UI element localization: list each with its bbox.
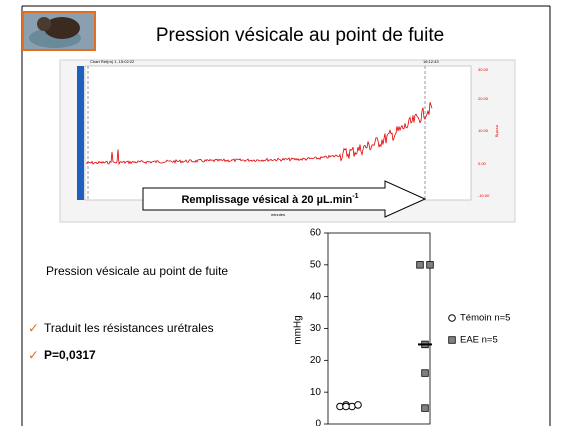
legend-swatch [449, 315, 456, 322]
bullet-text: P=0,0317 [44, 348, 96, 362]
y-tick-label: 60 [310, 228, 322, 239]
y-tick-label: 10 [310, 387, 322, 398]
arrow-text-main: Remplissage vésical à 20 µL.min [181, 194, 352, 206]
point [422, 370, 429, 377]
y-tick-label: 20 [310, 355, 322, 366]
arrow-text-sup: -1 [352, 193, 358, 200]
point [422, 405, 429, 412]
recording-start-label: Chart Ref(m) 1, 15:02:22 [90, 59, 135, 64]
point [427, 262, 434, 269]
recording-x-unit: minutes [271, 212, 285, 217]
recording-axis-label: 10.00 [478, 128, 489, 133]
legend-label: EAE n=5 [460, 335, 498, 346]
recording-unit: mmHg [495, 125, 500, 137]
legend-label: Témoin n=5 [460, 313, 510, 324]
y-tick-label: 50 [310, 259, 322, 270]
y-tick-label: 0 [315, 419, 321, 426]
check-icon: ✓ [28, 347, 39, 362]
y-tick-label: 40 [310, 291, 322, 302]
arrow-text: Remplissage vésical à 20 µL.min-1 [181, 193, 358, 206]
point [343, 403, 350, 410]
point [355, 402, 362, 409]
check-icon: ✓ [28, 320, 39, 335]
legend-swatch [449, 337, 456, 344]
recording-axis-label: 0.00 [478, 161, 487, 166]
slide-title: Pression vésicale au point de fuite [156, 25, 444, 46]
left-text: Pression vésicale au point de fuite [46, 264, 228, 278]
slide: Pression vésicale au point de fuite Pres… [0, 0, 573, 426]
point [417, 262, 424, 269]
recording-axis-label: 30.00 [478, 67, 489, 72]
y-axis-label: mmHg [293, 315, 304, 344]
plot-area [328, 233, 430, 424]
recording-end-label: 16:12:43 [423, 59, 439, 64]
y-tick-label: 30 [310, 323, 322, 334]
recording-axis-label: 20.00 [478, 96, 489, 101]
photo [23, 12, 95, 50]
bullet-text: Traduit les résistances urétrales [44, 321, 214, 335]
recording-axis-label: -10.00 [478, 193, 490, 198]
